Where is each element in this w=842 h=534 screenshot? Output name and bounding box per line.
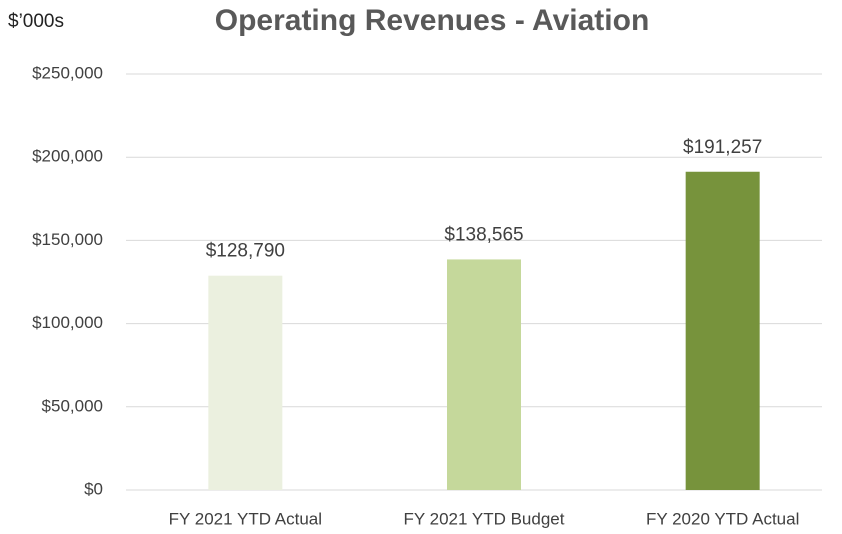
value-label: $138,565 [444,224,523,245]
y-tick-label: $100,000 [32,313,103,332]
y-tick-label: $150,000 [32,230,103,249]
y-tick-label: $200,000 [32,147,103,166]
y-tick-label: $50,000 [42,396,103,415]
bar [447,259,521,490]
value-label: $191,257 [683,137,762,158]
bar [685,171,760,490]
value-label: $128,790 [206,241,285,262]
x-tick-label: FY 2020 YTD Actual [646,509,799,528]
y-tick-label: $250,000 [32,63,103,82]
y-unit-label: $’000s [8,11,64,32]
x-tick-label: FY 2021 YTD Budget [404,509,565,528]
y-tick-label: $0 [84,479,103,498]
chart-title: Operating Revenues - Aviation [215,4,650,37]
bar [208,275,283,490]
x-tick-label: FY 2021 YTD Actual [169,509,322,528]
